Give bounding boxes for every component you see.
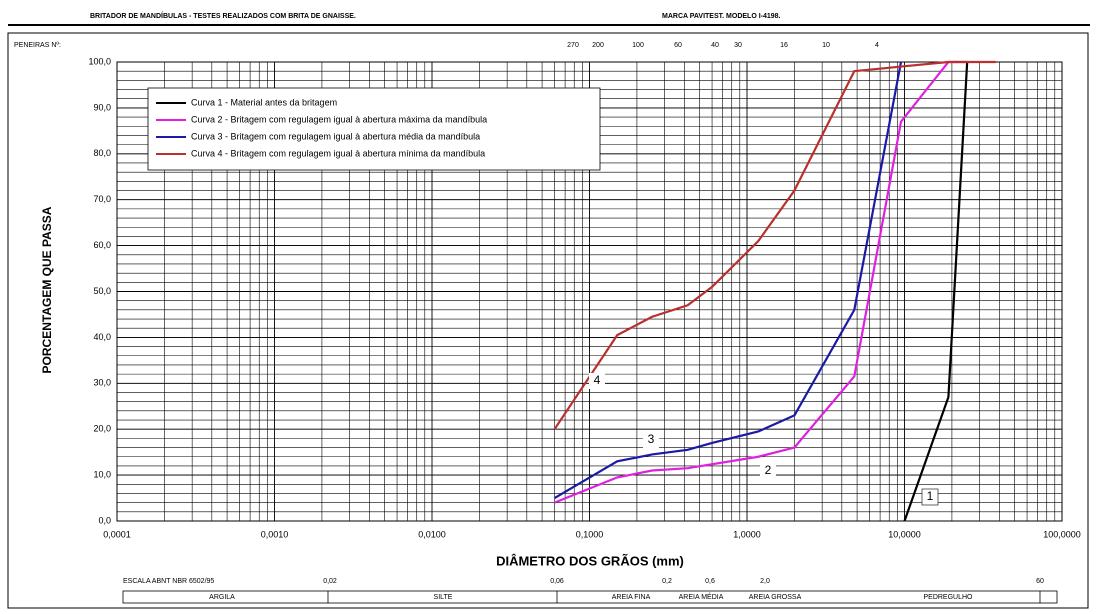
curve bbox=[554, 61, 903, 499]
y-tick-label: 30,0 bbox=[93, 378, 111, 388]
y-tick-label: 70,0 bbox=[93, 194, 111, 204]
header-left: BRITADOR DE MANDÍBULAS - TESTES REALIZAD… bbox=[90, 11, 356, 20]
y-tick-label: 100,0 bbox=[88, 56, 111, 66]
curve bbox=[554, 60, 968, 504]
fraction-row bbox=[122, 590, 1058, 604]
y-axis-label: PORCENTAGEM QUE PASSA bbox=[40, 206, 54, 373]
x-tick-label: 1,0000 bbox=[733, 529, 761, 539]
sieve-label: 4 bbox=[875, 42, 879, 49]
curve-label: 3 bbox=[648, 432, 655, 446]
curve bbox=[903, 61, 969, 522]
annotation-box bbox=[760, 463, 776, 479]
x-tick-label: 100,0000 bbox=[1043, 529, 1081, 539]
y-tick-label: 90,0 bbox=[93, 102, 111, 112]
scale-label: 2,0 bbox=[760, 578, 770, 585]
y-tick-label: 60,0 bbox=[93, 240, 111, 250]
fraction-label: SILTE bbox=[434, 594, 453, 601]
header-right: MARCA PAVITEST. MODELO I-4198. bbox=[662, 13, 781, 20]
plot-frame bbox=[116, 61, 1063, 522]
fraction-label: ARGILA bbox=[209, 594, 235, 601]
sieve-label: 200 bbox=[592, 42, 604, 49]
legend-label: Curva 4 - Britagem com regulagem igual à… bbox=[191, 148, 485, 158]
annotation-box bbox=[643, 432, 659, 448]
y-tick-label: 50,0 bbox=[93, 286, 111, 296]
scale-title: ESCALA ABNT NBR 6502/95 bbox=[123, 578, 214, 585]
sieve-label: 100 bbox=[632, 42, 644, 49]
fraction-label: AREIA MÉDIA bbox=[679, 592, 724, 601]
scale-label: 60 bbox=[1036, 578, 1044, 585]
x-tick-label: 0,0100 bbox=[418, 529, 446, 539]
curve-label: 2 bbox=[765, 463, 772, 477]
sieve-label: 270 bbox=[567, 42, 579, 49]
sieve-label: 30 bbox=[734, 42, 742, 49]
y-tick-label: 20,0 bbox=[93, 424, 111, 434]
sieve-label: 60 bbox=[674, 42, 682, 49]
x-tick-label: 0,1000 bbox=[576, 529, 604, 539]
legend-label: Curva 3 - Britagem com regulagem igual à… bbox=[191, 131, 480, 141]
x-axis-label: DIÂMETRO DOS GRÃOS (mm) bbox=[496, 553, 684, 568]
scale-label: 0,6 bbox=[705, 578, 715, 585]
sieve-title: PENEIRAS Nº: bbox=[14, 42, 61, 49]
sieve-label: 40 bbox=[711, 42, 719, 49]
y-tick-label: 80,0 bbox=[93, 148, 111, 158]
legend-box bbox=[147, 87, 601, 171]
curve-label: 1 bbox=[927, 489, 934, 503]
legend-label: Curva 2 - Britagem com regulagem igual à… bbox=[191, 114, 487, 124]
annotation-box bbox=[921, 488, 939, 506]
x-tick-label: 0,0010 bbox=[261, 529, 289, 539]
sieve-label: 10 bbox=[822, 42, 830, 49]
y-tick-label: 0,0 bbox=[98, 515, 111, 525]
fraction-label: AREIA GROSSA bbox=[749, 594, 802, 601]
frame bbox=[7, 32, 1089, 609]
scale-label: 0,02 bbox=[323, 578, 337, 585]
fraction-label: PEDREGULHO bbox=[923, 594, 973, 601]
curve-label: 4 bbox=[594, 373, 601, 387]
annotation-box bbox=[589, 373, 605, 389]
x-tick-label: 0,0001 bbox=[103, 529, 131, 539]
legend-label: Curva 1 - Material antes da britagem bbox=[191, 97, 337, 107]
fraction-label: AREIA FINA bbox=[612, 594, 651, 601]
sieve-label: 16 bbox=[780, 42, 788, 49]
curve bbox=[553, 60, 996, 430]
y-tick-label: 10,0 bbox=[93, 469, 111, 479]
scale-label: 0,2 bbox=[662, 578, 672, 585]
y-tick-label: 40,0 bbox=[93, 332, 111, 342]
scale-label: 0,06 bbox=[550, 578, 564, 585]
x-tick-label: 10,0000 bbox=[888, 529, 921, 539]
